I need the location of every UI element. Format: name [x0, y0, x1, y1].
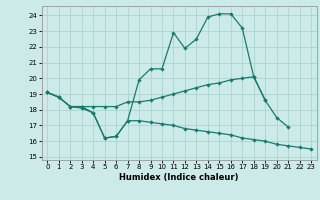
X-axis label: Humidex (Indice chaleur): Humidex (Indice chaleur)	[119, 173, 239, 182]
